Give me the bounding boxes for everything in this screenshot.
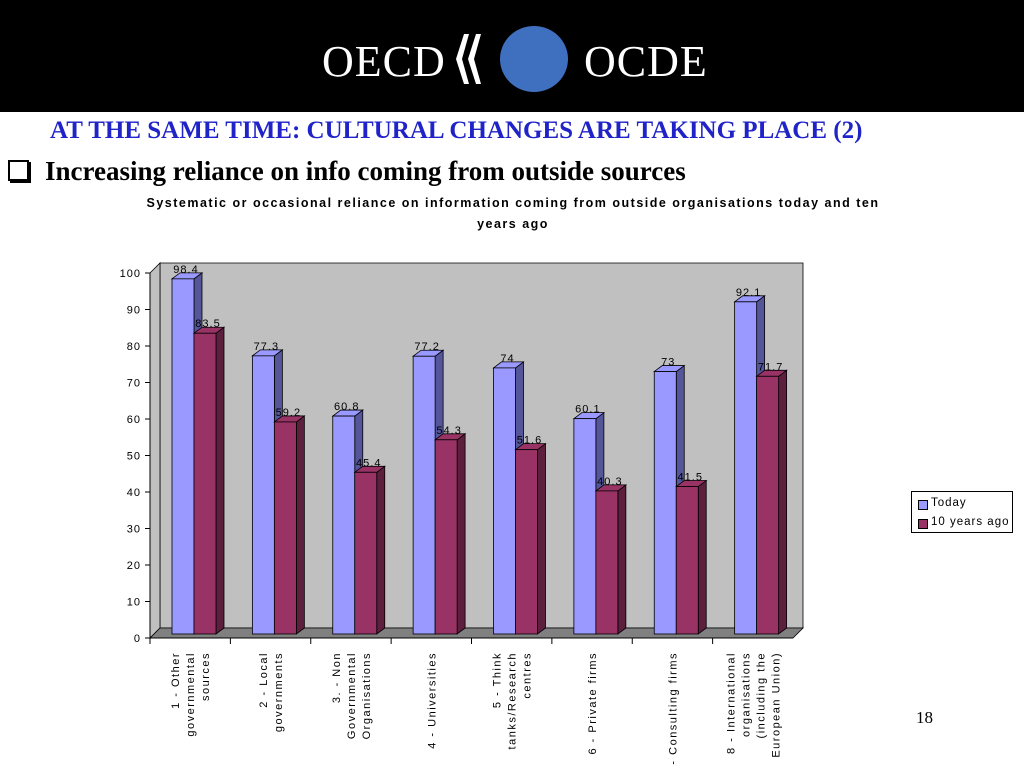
legend-label-10-years-ago: 10 years ago bbox=[931, 516, 1010, 528]
bar-side bbox=[778, 369, 788, 635]
x-category-label: 4 - Universities bbox=[426, 652, 438, 749]
chart-title-line-1: Systematic or occasional reliance on inf… bbox=[146, 196, 880, 210]
slide-title: AT THE SAME TIME: CULTURAL CHANGES ARE T… bbox=[50, 117, 863, 144]
bar-10-years-ago bbox=[354, 471, 378, 635]
bar-today bbox=[653, 371, 677, 635]
data-label: 59.2 bbox=[276, 407, 301, 419]
chart-side-wall bbox=[149, 262, 161, 639]
x-category-label: 7 - Consulting firms bbox=[667, 652, 679, 768]
bar-10-years-ago bbox=[193, 332, 217, 635]
x-category-label-line: 7 - Consulting firms bbox=[667, 652, 679, 768]
oecd-logo-text: OECD bbox=[322, 37, 446, 86]
page-number: 18 bbox=[916, 708, 933, 727]
data-label: 92.1 bbox=[736, 287, 761, 299]
y-tick-label: 0 bbox=[134, 633, 141, 645]
chart-title-line-2: years ago bbox=[477, 217, 549, 231]
legend-swatch-today bbox=[918, 500, 928, 510]
x-category-label-line: 8 - International bbox=[725, 652, 737, 754]
bar-10-years-ago bbox=[434, 439, 458, 635]
y-tick-label: 80 bbox=[127, 341, 141, 353]
bar-side bbox=[617, 484, 627, 635]
bar-10-years-ago bbox=[515, 449, 538, 635]
bar-side bbox=[215, 326, 225, 635]
x-category-label-line: centres bbox=[522, 652, 534, 699]
chart-floor bbox=[149, 627, 804, 639]
y-tick-label: 40 bbox=[127, 487, 141, 499]
bar-today bbox=[573, 418, 597, 635]
bar-10-years-ago bbox=[273, 421, 297, 635]
legend-label-today: Today bbox=[931, 497, 967, 509]
bar-side bbox=[295, 415, 305, 635]
x-category-label: 1 - Other governmental sources bbox=[170, 652, 212, 737]
x-category-label-line: 2 - Local bbox=[258, 652, 270, 708]
data-label: 77.3 bbox=[254, 341, 279, 353]
data-label: 41.5 bbox=[678, 472, 703, 484]
x-category-label-line: 4 - Universities bbox=[426, 652, 438, 749]
y-tick-label: 100 bbox=[120, 268, 141, 280]
bar-side bbox=[376, 465, 386, 635]
x-category-label-line: Governmental bbox=[346, 652, 358, 739]
bar-10-years-ago bbox=[675, 486, 699, 635]
x-category-label: 5 - Think tanks/Research centres bbox=[492, 652, 534, 749]
x-category-label-line: 6 - Private firms bbox=[587, 652, 599, 755]
data-label: 74 bbox=[500, 353, 514, 365]
bar-today bbox=[493, 367, 516, 635]
y-tick-label: 60 bbox=[127, 414, 141, 426]
data-label: 77.2 bbox=[414, 341, 439, 353]
data-label: 54.3 bbox=[436, 425, 461, 437]
bar-side bbox=[456, 433, 466, 635]
data-label: 60.8 bbox=[334, 401, 359, 413]
checkbox-bullet-icon bbox=[8, 160, 29, 181]
x-category-label-line: governmental bbox=[185, 652, 197, 737]
x-category-label-line: 3. - Non bbox=[331, 652, 343, 703]
x-category-label: 3. - Non Governmental Organisations bbox=[331, 652, 373, 739]
y-tick-label: 20 bbox=[127, 560, 141, 572]
bar-today bbox=[171, 278, 195, 635]
bullet-text: Increasing reliance on info coming from … bbox=[45, 156, 686, 186]
bar-side bbox=[697, 479, 707, 635]
bar-today bbox=[412, 355, 436, 635]
bar-today bbox=[734, 301, 758, 635]
header-banner: OECD OCDE bbox=[0, 0, 1024, 112]
chart-legend: Today 10 years ago bbox=[911, 491, 1013, 533]
bar-today bbox=[332, 415, 356, 635]
data-label: 71.7 bbox=[758, 361, 783, 373]
data-label: 40.3 bbox=[597, 476, 622, 488]
x-category-label-line: 1 - Other bbox=[170, 652, 182, 709]
bar-10-years-ago bbox=[595, 490, 619, 635]
data-label: 45.4 bbox=[356, 457, 381, 469]
x-category-label-line: (including the bbox=[755, 652, 767, 738]
bar-10-years-ago bbox=[756, 375, 780, 635]
data-label: 98.4 bbox=[173, 264, 198, 276]
legend-swatch-10-years-ago bbox=[918, 519, 928, 529]
x-category-label: 2 - Local governments bbox=[258, 652, 285, 732]
y-tick-label: 30 bbox=[127, 524, 141, 536]
x-category-label-line: Organisations bbox=[361, 652, 373, 739]
bar-side bbox=[537, 442, 546, 635]
x-category-label-line: organisations bbox=[740, 652, 752, 737]
x-category-label: 6 - Private firms bbox=[587, 652, 599, 755]
y-tick-label: 90 bbox=[127, 305, 141, 317]
bar-today bbox=[251, 355, 275, 635]
chart-title: Systematic or occasional reliance on inf… bbox=[100, 193, 926, 235]
data-label: 73 bbox=[661, 357, 675, 369]
x-category-label-line: tanks/Research bbox=[507, 652, 519, 749]
data-label: 83.5 bbox=[195, 318, 220, 330]
x-category-label-line: European Union) bbox=[770, 652, 782, 758]
x-category-label-line: 5 - Think bbox=[492, 652, 504, 708]
x-category-label: 8 - International organisations (including… bbox=[725, 652, 782, 758]
oecd-logo-icon bbox=[456, 26, 568, 92]
y-tick-label: 10 bbox=[127, 597, 141, 609]
x-category-label-line: sources bbox=[200, 652, 212, 701]
data-label: 51.6 bbox=[517, 435, 542, 447]
y-tick-label: 70 bbox=[127, 378, 141, 390]
data-label: 60.1 bbox=[575, 404, 600, 416]
ocde-logo-text: OCDE bbox=[584, 37, 708, 86]
x-category-label-line: governments bbox=[273, 652, 285, 732]
y-tick-label: 50 bbox=[127, 451, 141, 463]
